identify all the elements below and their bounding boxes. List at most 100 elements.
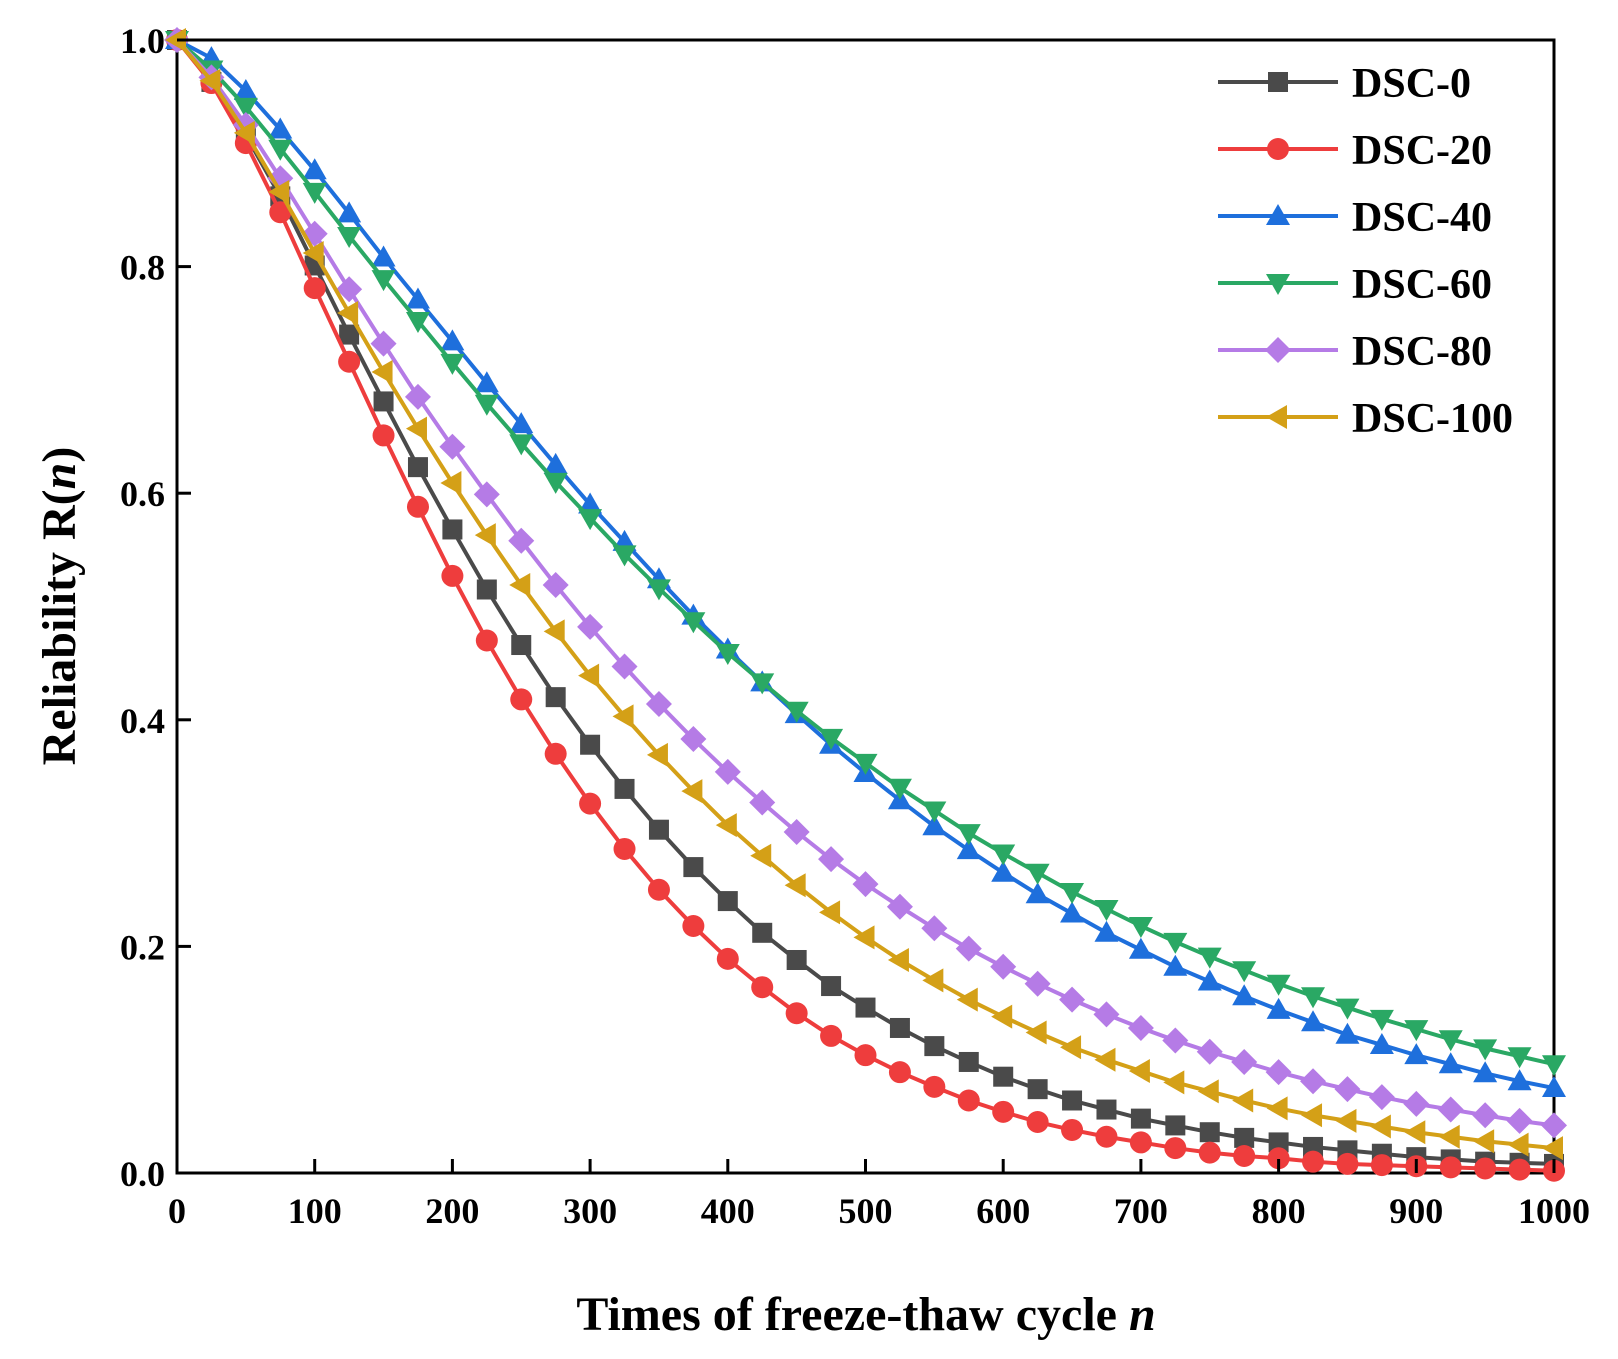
data-point xyxy=(1266,1096,1288,1121)
legend-label: DSC-0 xyxy=(1352,61,1471,107)
x-tick-label: 700 xyxy=(1114,1191,1168,1231)
data-point xyxy=(1438,1124,1460,1149)
data-point xyxy=(509,412,534,434)
data-point xyxy=(1060,1035,1082,1060)
data-point xyxy=(1231,1048,1258,1075)
data-point xyxy=(1128,917,1153,939)
data-point xyxy=(268,117,293,139)
legend-item: DSC-100 xyxy=(1218,396,1513,442)
data-point xyxy=(404,383,431,410)
data-point xyxy=(1130,1108,1151,1129)
data-point xyxy=(1234,1127,1255,1148)
data-point xyxy=(956,824,981,846)
data-point xyxy=(406,495,429,518)
data-point xyxy=(1506,1107,1533,1134)
data-point xyxy=(509,434,534,456)
data-point xyxy=(268,139,293,161)
data-point xyxy=(1336,1152,1359,1175)
data-point xyxy=(956,838,981,860)
y-tick-label: 0.4 xyxy=(120,701,165,741)
data-point xyxy=(922,814,947,836)
data-point xyxy=(749,789,776,816)
data-point xyxy=(1541,1112,1567,1139)
data-point xyxy=(1301,1103,1323,1128)
data-point xyxy=(784,873,806,898)
x-axis-title-var: n xyxy=(1129,1288,1156,1341)
data-point xyxy=(1163,1070,1185,1095)
data-point xyxy=(233,120,255,145)
data-point xyxy=(751,976,774,999)
data-point xyxy=(1369,1032,1394,1054)
data-point xyxy=(646,579,671,601)
data-point xyxy=(580,734,601,755)
data-point xyxy=(476,579,497,600)
y-tick-label: 0.6 xyxy=(120,474,165,514)
legend-item: DSC-0 xyxy=(1218,61,1471,107)
data-point xyxy=(474,394,499,416)
data-point xyxy=(1198,1141,1221,1164)
data-point xyxy=(1369,1009,1394,1031)
data-point xyxy=(614,778,635,799)
data-point xyxy=(1232,1088,1254,1113)
data-point xyxy=(1060,901,1085,923)
y-tick-label: 0.2 xyxy=(120,927,165,967)
data-point xyxy=(717,891,738,912)
data-point xyxy=(1472,1102,1499,1129)
data-point xyxy=(1369,1114,1391,1139)
data-point xyxy=(646,742,668,767)
data-point xyxy=(337,201,362,223)
data-point xyxy=(1095,1125,1118,1148)
legend-marker xyxy=(1266,274,1290,295)
data-point xyxy=(1334,1076,1361,1103)
data-point xyxy=(1437,1096,1464,1123)
data-point xyxy=(1059,986,1086,1013)
data-point xyxy=(1025,882,1050,904)
data-point xyxy=(440,471,462,496)
data-point xyxy=(1507,1047,1532,1069)
data-point xyxy=(1507,1069,1532,1091)
plot-area xyxy=(164,27,1567,1182)
data-point xyxy=(543,472,568,494)
data-point xyxy=(958,1051,979,1072)
data-point xyxy=(1473,1129,1495,1154)
data-point xyxy=(475,629,498,652)
x-tick-label: 1000 xyxy=(1518,1191,1590,1231)
data-point xyxy=(1301,1010,1326,1032)
data-point xyxy=(1302,1150,1325,1173)
data-point xyxy=(1404,1020,1429,1042)
data-point xyxy=(405,311,430,333)
data-point xyxy=(1508,1158,1531,1181)
data-point xyxy=(336,276,363,303)
data-point xyxy=(886,893,913,920)
data-point xyxy=(682,915,705,938)
data-point xyxy=(440,353,465,375)
data-point xyxy=(543,619,565,644)
data-point xyxy=(993,1066,1014,1087)
y-axis-title-end: ) xyxy=(33,447,86,463)
data-point xyxy=(887,947,909,972)
data-point xyxy=(680,726,707,753)
data-point xyxy=(371,245,396,267)
x-tick-label: 600 xyxy=(976,1191,1030,1231)
data-point xyxy=(854,1044,877,1067)
data-point xyxy=(853,753,878,775)
data-point xyxy=(1267,1147,1290,1170)
x-axis: 0 100 200 300 400 500 600 700 800 900 1000 xyxy=(168,1159,1590,1231)
data-point xyxy=(923,1075,946,1098)
data-point xyxy=(474,523,496,548)
data-point xyxy=(784,701,809,723)
data-point xyxy=(1060,883,1085,905)
data-point xyxy=(1300,1068,1327,1095)
data-point xyxy=(339,324,360,345)
data-point xyxy=(612,545,637,567)
data-point xyxy=(1163,954,1188,976)
legend: DSC-0 DSC-20 DSC-40 DSC-60 DSC-80 DSC-100 xyxy=(1218,61,1513,442)
data-point xyxy=(786,949,807,970)
data-point xyxy=(991,860,1016,882)
data-point xyxy=(1129,1131,1152,1154)
x-tick-label: 400 xyxy=(701,1191,755,1231)
data-point xyxy=(1165,1115,1186,1136)
x-tick-label: 500 xyxy=(839,1191,893,1231)
data-point xyxy=(1026,1111,1049,1134)
data-point xyxy=(683,857,704,878)
